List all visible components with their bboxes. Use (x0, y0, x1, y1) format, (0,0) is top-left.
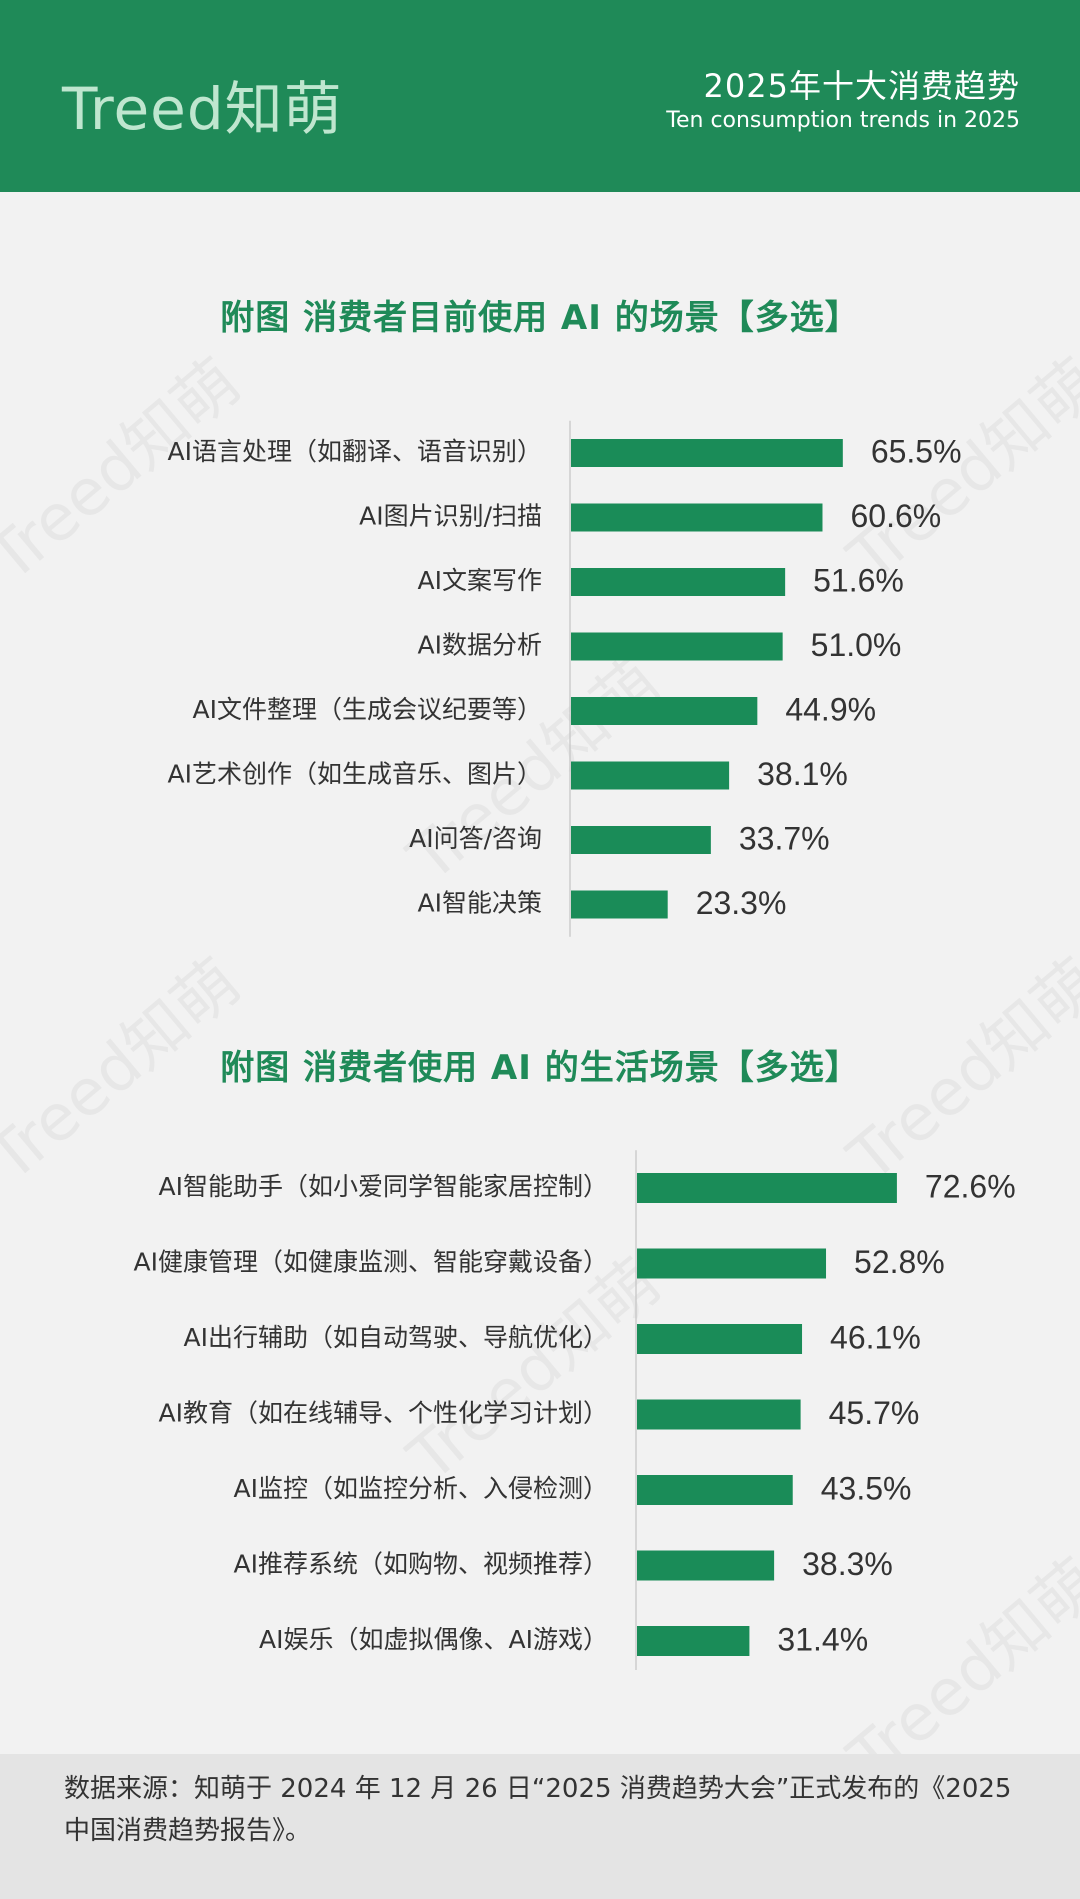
value-label: 60.6% (850, 498, 941, 534)
bar (571, 826, 711, 854)
category-label: AI艺术创作（如生成音乐、图片） (168, 760, 542, 789)
report-title-block: 2025年十大消费趋势 Ten consumption trends in 20… (666, 66, 1020, 136)
category-label: AI教育（如在线辅导、个性化学习计划） (159, 1399, 608, 1428)
category-label: AI数据分析 (418, 631, 542, 660)
chart-life-ai-scenarios: AI智能助手（如小爱同学智能家居控制） 72.6% AI健康管理（如健康监测、智能穿… (134, 1150, 1016, 1670)
category-label: AI健康管理（如健康监测、智能穿戴设备） (134, 1248, 608, 1277)
category-label: AI智能助手（如小爱同学智能家居控制） (159, 1172, 608, 1201)
value-label: 44.9% (785, 691, 876, 727)
header-banner: Treed知萌 2025年十大消费趋势 Ten consumption tren… (0, 0, 1080, 192)
value-label: 45.7% (829, 1395, 920, 1431)
bar (637, 1399, 801, 1430)
data-source-note: 数据来源：知萌于 2024 年 12 月 26 日“2025 消费趋势大会”正式… (64, 1774, 1012, 1846)
category-label: AI出行辅助（如自动驾驶、导航优化） (184, 1323, 608, 1352)
bar (571, 568, 786, 596)
chart-current-ai-scenarios: AI语言处理（如翻译、语音识别） 65.5% AI图片识别/扫描 60.6% AI文案写… (168, 420, 962, 937)
report-title-cn: 2025年十大消费趋势 (703, 67, 1020, 105)
report-title-en: Ten consumption trends in 2025 (666, 108, 1020, 133)
bar (637, 1626, 750, 1656)
category-label: AI图片识别/扫描 (359, 502, 542, 531)
value-label: 51.0% (811, 627, 902, 663)
brand-logo: Treed知萌 (62, 75, 343, 143)
value-label: 52.8% (854, 1244, 945, 1280)
category-label: AI监控（如监控分析、入侵检测） (234, 1474, 608, 1503)
category-label: AI智能决策 (418, 889, 542, 918)
footer-bar (0, 1754, 1080, 1899)
value-label: 38.3% (802, 1546, 893, 1582)
value-label: 46.1% (830, 1319, 921, 1355)
category-label: AI娱乐（如虚拟偶像、AI游戏） (259, 1625, 608, 1654)
chart-1-title: 附图 消费者目前使用 AI 的场景【多选】 (220, 298, 860, 338)
category-label: AI文案写作 (418, 566, 542, 595)
value-label: 38.1% (757, 756, 848, 792)
bar (637, 1475, 793, 1505)
chart-2-title: 附图 消费者使用 AI 的生活场景【多选】 (220, 1048, 860, 1088)
bar (571, 503, 823, 532)
category-label: AI推荐系统（如购物、视频推荐） (234, 1550, 608, 1579)
value-label: 65.5% (871, 433, 962, 469)
bar (637, 1324, 803, 1354)
bar (637, 1550, 775, 1581)
bar (637, 1173, 897, 1203)
value-label: 23.3% (696, 885, 787, 921)
category-label: AI文件整理（生成会议纪要等） (193, 695, 542, 724)
bar (571, 697, 758, 725)
bar (571, 632, 783, 661)
value-label: 72.6% (925, 1168, 1016, 1204)
bar (571, 890, 668, 919)
bar (571, 761, 730, 790)
value-label: 33.7% (739, 820, 830, 856)
bar (637, 1248, 827, 1279)
category-label: AI问答/咨询 (409, 824, 542, 853)
bar (571, 439, 843, 467)
value-label: 43.5% (821, 1470, 912, 1506)
value-label: 51.6% (813, 562, 904, 598)
value-label: 31.4% (777, 1621, 868, 1657)
category-label: AI语言处理（如翻译、语音识别） (168, 437, 542, 466)
